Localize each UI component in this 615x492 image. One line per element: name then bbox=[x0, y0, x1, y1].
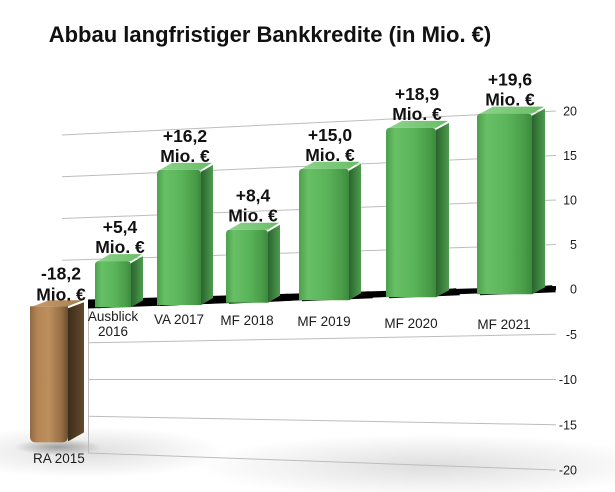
value-label-line2: Mio. € bbox=[485, 90, 535, 110]
bar-top-face bbox=[160, 162, 212, 170]
bar-front-face bbox=[30, 306, 68, 443]
category-label: 2016 bbox=[98, 324, 128, 339]
y-tick-label--20: -20 bbox=[559, 464, 577, 478]
gridline--20 bbox=[87, 452, 557, 471]
category-label: RA 2015 bbox=[33, 451, 85, 466]
y-axis: 20 15 10 5 0 -5 -10 -15 -20 bbox=[559, 105, 577, 478]
value-label-line2: Mio. € bbox=[36, 284, 86, 304]
bar-front-face bbox=[386, 127, 436, 298]
value-label-line2: Mio. € bbox=[392, 104, 442, 124]
bar-side-face bbox=[268, 224, 280, 303]
y-tick-label-20: 20 bbox=[563, 105, 577, 119]
value-label-line2: Mio. € bbox=[305, 145, 355, 165]
bar-front-face bbox=[95, 261, 131, 308]
floor-shading bbox=[0, 426, 615, 492]
category-label: MF 2021 bbox=[477, 317, 530, 332]
bar-front-face bbox=[226, 229, 268, 303]
category-label: Ausblick bbox=[88, 309, 139, 324]
gridline--5 bbox=[87, 333, 557, 344]
category-label: MF 2020 bbox=[384, 316, 437, 331]
bar-top-face bbox=[98, 254, 142, 262]
value-label-line2: Mio. € bbox=[95, 237, 145, 257]
value-label-line1: +19,6 bbox=[488, 70, 533, 90]
bar-side-face bbox=[201, 164, 213, 305]
bar-top-face bbox=[480, 106, 544, 114]
value-label-line1: +15,0 bbox=[308, 125, 353, 145]
category-label: MF 2019 bbox=[297, 314, 350, 329]
bar-front-face bbox=[299, 168, 349, 301]
bar-side-face bbox=[349, 163, 361, 301]
gridlines bbox=[61, 110, 557, 471]
bar-front-face bbox=[157, 169, 201, 305]
y-tick-label--10: -10 bbox=[559, 373, 577, 387]
y-tick-label-10: 10 bbox=[563, 194, 577, 208]
y-tick-label-5: 5 bbox=[570, 238, 577, 252]
value-label-line2: Mio. € bbox=[160, 146, 210, 166]
bar-top-face bbox=[302, 161, 360, 169]
value-label-line1: +18,9 bbox=[395, 84, 440, 104]
value-label-line1: +8,4 bbox=[236, 186, 271, 206]
y-tick-label--5: -5 bbox=[566, 328, 577, 342]
bar-front-face bbox=[477, 113, 532, 295]
negative-bar-shadow bbox=[14, 439, 102, 455]
value-label-line1: +16,2 bbox=[163, 126, 208, 146]
bar-top-face bbox=[229, 222, 279, 230]
y-tick-label-0: 0 bbox=[570, 283, 577, 297]
value-label-line1: -18,2 bbox=[41, 263, 81, 283]
y-tick-label--15: -15 bbox=[559, 418, 577, 432]
bar-side-face bbox=[436, 122, 449, 298]
bar-side-face bbox=[532, 108, 545, 295]
floor-shadow-right bbox=[195, 434, 615, 492]
chart-title: Abbau langfristiger Bankkredite (in Mio.… bbox=[49, 22, 492, 47]
bar-side-face bbox=[68, 302, 84, 442]
gridline--15 bbox=[87, 415, 557, 426]
category-label: MF 2018 bbox=[220, 313, 273, 328]
bar-top-face bbox=[389, 120, 448, 128]
bar-top-face bbox=[33, 300, 83, 307]
bar-side-face bbox=[131, 256, 143, 308]
gridline-20 bbox=[61, 110, 557, 136]
category-label: VA 2017 bbox=[154, 312, 204, 327]
value-label-line1: +5,4 bbox=[103, 217, 138, 237]
y-tick-label-15: 15 bbox=[563, 149, 577, 163]
value-label-line2: Mio. € bbox=[228, 206, 278, 226]
